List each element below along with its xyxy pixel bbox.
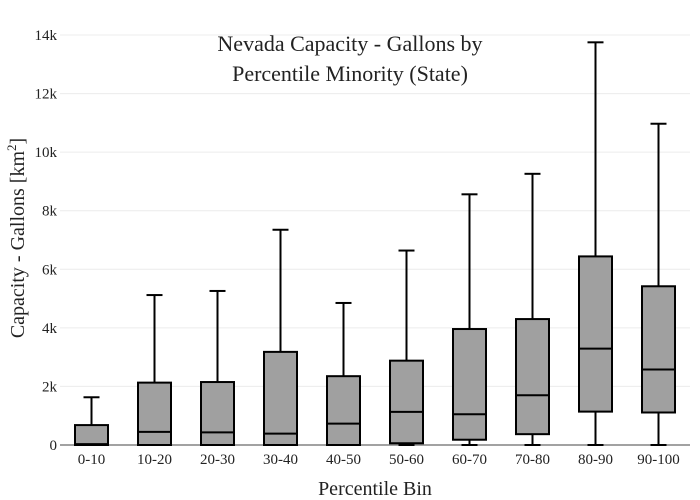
iqr-box [515, 318, 550, 436]
iqr-box [74, 424, 109, 447]
box-group-90-100 [641, 122, 676, 446]
y-axis-title: Capacity - Gallons [km2] [4, 138, 29, 338]
boxes [74, 41, 676, 447]
y-tick-label: 14k [35, 28, 58, 44]
chart-title-line-2: Percentile Minority (State) [232, 61, 468, 86]
y-tick-label: 10k [35, 145, 58, 161]
box-group-80-90 [578, 41, 613, 446]
box-group-0-10 [74, 396, 109, 447]
box-group-10-20 [137, 294, 172, 446]
x-tick-label: 60-70 [452, 452, 487, 468]
box-group-50-60 [389, 249, 424, 446]
y-tick-label: 12k [35, 87, 58, 103]
box-group-70-80 [515, 172, 550, 446]
x-tick-label: 20-30 [200, 452, 235, 468]
x-tick-labels: 0-10 10-20 20-30 30-40 40-50 50-60 60-70 70-80 8… [78, 452, 680, 468]
x-tick-label: 70-80 [515, 452, 550, 468]
iqr-box [641, 285, 676, 414]
y-axis-title-main: Capacity - Gallons [km [7, 151, 29, 339]
x-tick-label: 40-50 [326, 452, 361, 468]
y-axis-title-superscript: 2 [4, 144, 19, 151]
y-tick-labels: 0 2k 4k 6k 8k 10k 12k 14k [35, 28, 58, 454]
box-group-60-70 [452, 193, 487, 446]
y-tick-label: 0 [50, 438, 58, 454]
x-tick-label: 80-90 [578, 452, 613, 468]
grid-lines [60, 34, 690, 387]
y-axis-title-close: ] [7, 138, 29, 145]
iqr-box [263, 350, 298, 446]
chart-title-line-1: Nevada Capacity - Gallons by [217, 31, 482, 56]
box-group-20-30 [200, 289, 235, 446]
x-tick-label: 0-10 [78, 452, 106, 468]
iqr-box [200, 381, 235, 446]
iqr-box [389, 359, 424, 445]
y-tick-label: 6k [42, 262, 58, 278]
iqr-box [452, 328, 487, 441]
box-group-30-40 [263, 228, 298, 446]
iqr-box [137, 381, 172, 446]
iqr-box [578, 255, 613, 413]
x-tick-label: 90-100 [637, 452, 680, 468]
x-tick-label: 50-60 [389, 452, 424, 468]
x-tick-label: 10-20 [137, 452, 172, 468]
iqr-box [326, 375, 361, 446]
x-tick-label: 30-40 [263, 452, 298, 468]
x-axis-title: Percentile Bin [318, 478, 432, 500]
box-group-40-50 [326, 301, 361, 446]
y-tick-label: 8k [42, 204, 58, 220]
y-tick-label: 4k [42, 321, 58, 337]
y-tick-label: 2k [42, 379, 58, 395]
